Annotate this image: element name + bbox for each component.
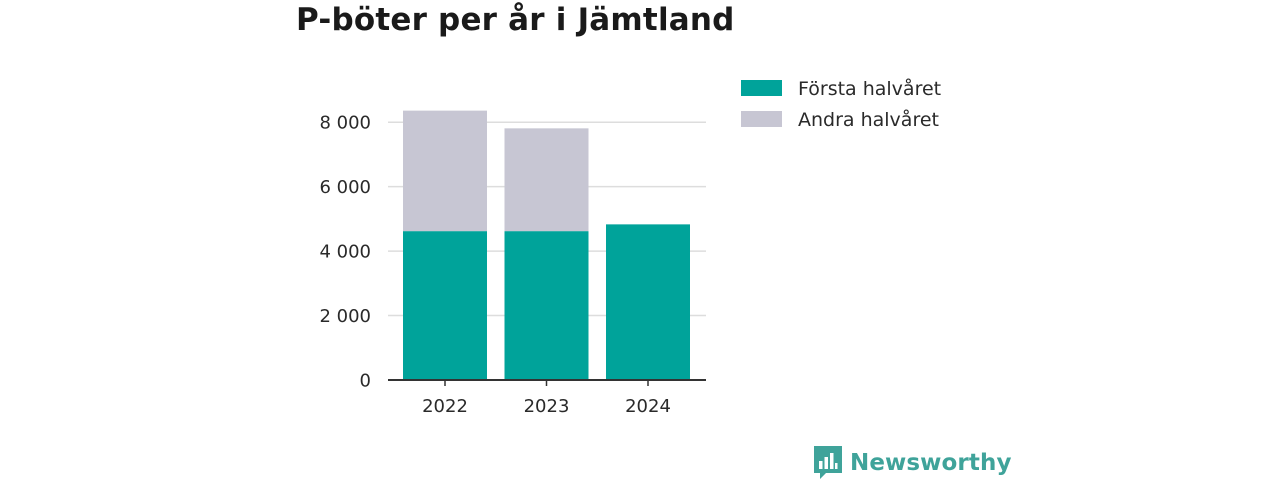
brand-name: Newsworthy xyxy=(850,450,1012,476)
y-tick-label: 2 000 xyxy=(319,306,371,327)
newsworthy-logo-icon xyxy=(814,446,842,479)
legend-label: Andra halvåret xyxy=(798,108,939,131)
bar-segment xyxy=(504,231,589,380)
y-tick-label: 6 000 xyxy=(319,177,371,198)
bar-segment xyxy=(504,128,589,232)
legend: Första halvåret Andra halvåret xyxy=(741,77,941,131)
x-tick-label: 2024 xyxy=(625,396,671,417)
x-tick-label: 2023 xyxy=(524,396,570,417)
brand-logo: Newsworthy xyxy=(814,446,1012,480)
y-tick-label: 8 000 xyxy=(319,113,371,134)
legend-swatch xyxy=(741,80,782,96)
y-tick-label: 4 000 xyxy=(319,242,371,263)
axes: 0 2 000 4 000 6 000 8 000 2022 2023 2024 xyxy=(319,113,706,417)
legend-swatch xyxy=(741,111,782,127)
bar-segment xyxy=(403,110,487,232)
x-tick-label: 2022 xyxy=(422,396,468,417)
bar-segment xyxy=(403,231,487,380)
bars xyxy=(403,110,690,380)
legend-label: Första halvåret xyxy=(798,77,941,100)
y-tick-label: 0 xyxy=(360,371,371,392)
bar-segment xyxy=(606,224,690,380)
chart-title: P-böter per år i Jämtland xyxy=(296,2,735,38)
